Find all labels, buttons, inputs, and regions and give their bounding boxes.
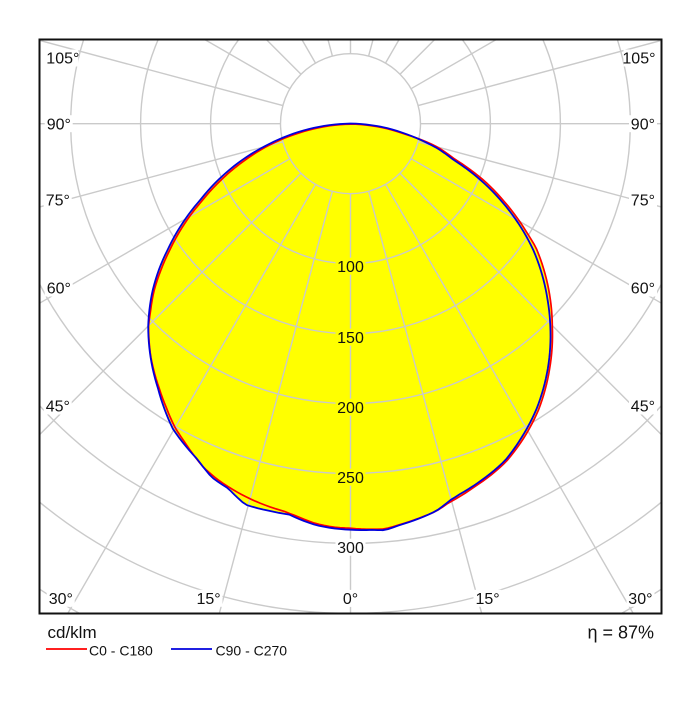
svg-text:300: 300 <box>337 540 364 557</box>
svg-text:90°: 90° <box>631 116 655 133</box>
svg-text:105°: 105° <box>622 51 655 68</box>
svg-text:45°: 45° <box>631 399 655 416</box>
svg-text:η = 87%: η = 87% <box>587 622 654 642</box>
svg-text:45°: 45° <box>46 399 70 416</box>
svg-text:250: 250 <box>337 470 364 487</box>
svg-text:60°: 60° <box>631 281 655 298</box>
svg-text:30°: 30° <box>49 591 73 608</box>
svg-text:15°: 15° <box>476 591 500 608</box>
svg-text:75°: 75° <box>631 193 655 210</box>
svg-text:C0 - C180: C0 - C180 <box>89 642 153 658</box>
svg-text:75°: 75° <box>46 193 70 210</box>
svg-text:100: 100 <box>337 259 364 276</box>
svg-text:0°: 0° <box>343 591 358 608</box>
svg-text:150: 150 <box>337 330 364 347</box>
svg-text:15°: 15° <box>197 591 221 608</box>
svg-text:C90 - C270: C90 - C270 <box>216 642 288 658</box>
svg-text:90°: 90° <box>47 116 71 133</box>
svg-text:30°: 30° <box>628 591 652 608</box>
svg-text:60°: 60° <box>47 281 71 298</box>
svg-text:cd/klm: cd/klm <box>48 623 97 642</box>
svg-text:200: 200 <box>337 400 364 417</box>
svg-text:105°: 105° <box>46 51 79 68</box>
